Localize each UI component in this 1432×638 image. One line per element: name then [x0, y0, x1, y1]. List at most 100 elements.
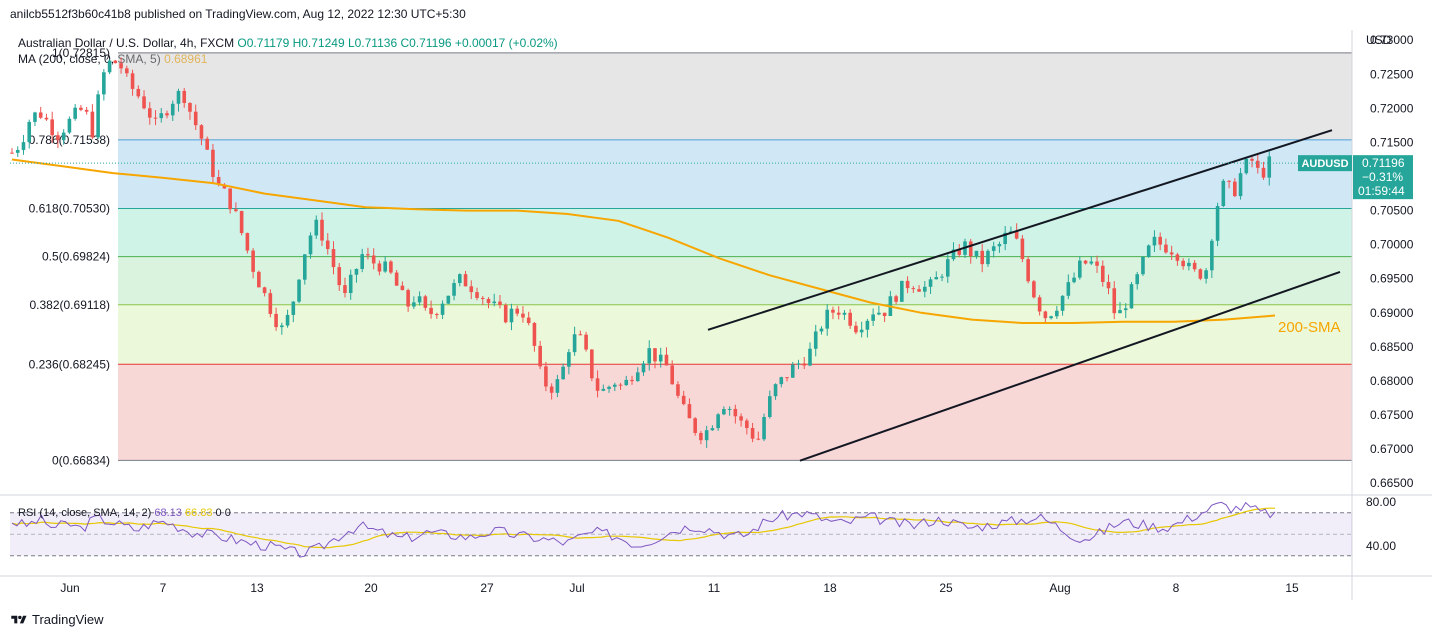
candle-body: [205, 138, 209, 150]
ma-value: 0.68961: [164, 52, 208, 66]
candle-body: [1095, 261, 1099, 266]
fib-band: [118, 364, 1352, 461]
candle-body: [963, 241, 967, 255]
candle-body: [980, 250, 985, 265]
candle-body: [239, 211, 244, 234]
candle-body: [1255, 160, 1260, 168]
candle-body: [457, 274, 462, 284]
candle-body: [641, 363, 646, 373]
candle-body: [653, 348, 657, 362]
candle-body: [831, 309, 835, 313]
candle-body: [923, 286, 927, 292]
candle-body: [1066, 282, 1071, 296]
candle-body: [1238, 173, 1243, 197]
candle-body: [331, 249, 336, 268]
candle-body: [928, 279, 933, 287]
price-tick-label: 0.67000: [1370, 442, 1414, 456]
candle-body: [917, 289, 921, 292]
candle-body: [1020, 238, 1025, 260]
candle-body: [480, 297, 485, 299]
candle-body: [894, 296, 898, 302]
candle-body: [1055, 310, 1059, 317]
price-tag-change: −0.31%: [1362, 170, 1403, 184]
candle-body: [991, 246, 996, 251]
candle-body: [836, 312, 841, 315]
candle-body: [446, 295, 451, 304]
candle-body: [1060, 295, 1065, 311]
time-tick-label: 15: [1285, 581, 1299, 595]
candle-body: [1267, 156, 1272, 178]
candle-body: [664, 354, 669, 366]
candle-body: [1152, 236, 1157, 246]
candle-body: [647, 348, 652, 364]
footer-brand[interactable]: TradingView: [10, 612, 104, 627]
candle-body: [882, 312, 887, 317]
price-tag-value: 0.71196: [1362, 156, 1405, 170]
candle-body: [693, 418, 697, 433]
candle-body: [193, 111, 198, 126]
candle-body: [142, 96, 146, 109]
candle-body: [1078, 260, 1082, 278]
candle-body: [1221, 180, 1226, 207]
rsi-tick-label: 40.00: [1366, 539, 1396, 553]
candle-body: [308, 235, 313, 255]
symbol-name[interactable]: Australian Dollar / U.S. Dollar, 4h, FXC…: [18, 36, 235, 50]
candle-body: [1100, 265, 1105, 282]
price-tick-label: 0.73000: [1370, 33, 1414, 47]
time-tick-label: Aug: [1049, 581, 1070, 595]
candle-body: [877, 312, 881, 315]
candle-body: [733, 408, 738, 417]
candle-body: [1135, 274, 1140, 285]
candle-body: [1198, 269, 1203, 279]
fib-level-label: 0.5(0.69824): [42, 250, 110, 264]
channel-upper-line: [707, 129, 1333, 331]
price-tick-label: 0.69000: [1370, 306, 1414, 320]
candle-body: [1112, 288, 1117, 314]
candle-body: [808, 348, 812, 366]
candle-body: [354, 268, 359, 275]
candle-body: [1175, 254, 1180, 261]
candle-body: [435, 314, 439, 316]
candle-body: [147, 108, 152, 118]
candle-body: [1215, 206, 1220, 241]
candle-body: [509, 308, 514, 323]
candle-body: [825, 309, 830, 329]
candle-body: [601, 388, 606, 391]
candle-body: [211, 149, 215, 178]
candle-body: [417, 296, 422, 303]
rsi-ma-value: 66.83: [184, 507, 213, 519]
candle-body: [15, 149, 20, 153]
candle-body: [687, 404, 692, 419]
tradingview-logo-icon: [11, 615, 27, 623]
fib-band: [118, 139, 1352, 209]
candle-body: [1181, 260, 1185, 267]
candle-body: [1146, 245, 1151, 257]
channel-lower-line: [799, 270, 1341, 462]
rsi-legend[interactable]: RSI (14, close, SMA, 14, 2) 68.13 66.83 …: [18, 507, 231, 519]
candle-body: [1083, 260, 1088, 264]
fib-band: [118, 304, 1352, 365]
candle-body: [790, 364, 795, 378]
candle-body: [285, 314, 290, 326]
price-tick-label: 0.71500: [1370, 135, 1414, 149]
candle-body: [1043, 311, 1048, 319]
candle-body: [389, 261, 393, 273]
candle-body: [90, 111, 95, 138]
candle-body: [182, 90, 187, 103]
candle-body: [756, 438, 761, 440]
candle-body: [366, 254, 370, 256]
price-tick-label: 0.67500: [1370, 408, 1414, 422]
candle-body: [325, 240, 330, 250]
candle-body: [785, 377, 789, 379]
candle-body: [538, 345, 542, 367]
fib-band: [118, 208, 1352, 257]
candle-body: [532, 323, 537, 346]
candle-body: [423, 296, 428, 308]
candle-body: [819, 328, 824, 332]
ma-legend[interactable]: MA (200, close, 0, SMA, 5) 0.68961: [18, 52, 207, 66]
rsi-tick-label: 80.00: [1366, 495, 1396, 509]
candle-body: [33, 112, 37, 122]
candle-body: [297, 279, 301, 302]
candle-body: [1009, 231, 1013, 233]
